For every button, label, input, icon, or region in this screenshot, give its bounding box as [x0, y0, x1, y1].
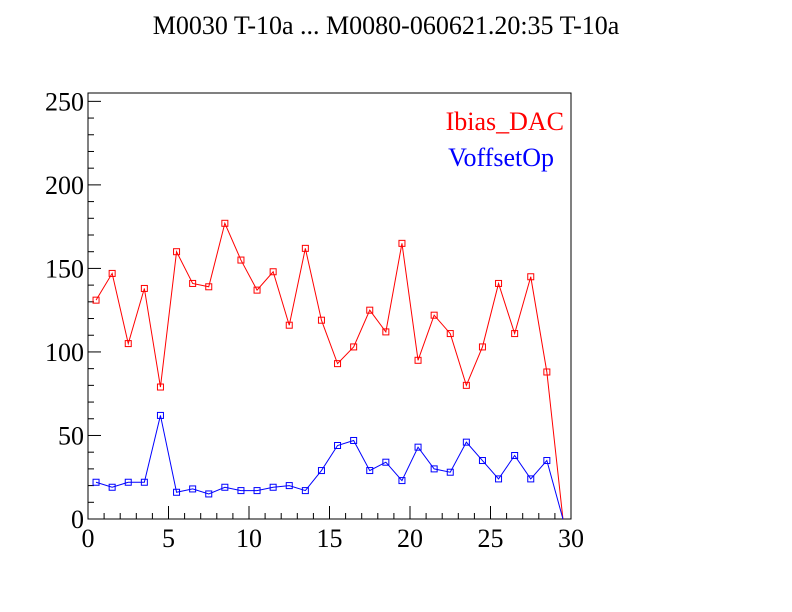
data-point-voffsetop [173, 488, 181, 496]
data-point-ibias-dac [205, 283, 213, 291]
data-point-voffsetop [221, 483, 229, 491]
data-point-voffsetop [301, 487, 309, 495]
data-point-voffsetop [108, 483, 116, 491]
data-point-ibias-dac [543, 368, 551, 376]
data-point-ibias-dac [382, 328, 390, 336]
data-point-ibias-dac [253, 286, 261, 294]
data-point-voffsetop [237, 487, 245, 495]
data-point-ibias-dac [527, 273, 535, 281]
data-point-voffsetop [511, 452, 519, 460]
data-point-ibias-dac [301, 244, 309, 252]
series-line-ibias-dac [95, 221, 564, 520]
data-point-ibias-dac [317, 316, 325, 324]
y-tick-label: 100 [45, 338, 84, 367]
data-point-voffsetop [189, 485, 197, 493]
data-point-ibias-dac [92, 296, 100, 304]
x-tick-label: 5 [162, 524, 175, 553]
data-point-voffsetop [495, 475, 503, 483]
data-point-voffsetop [317, 467, 325, 475]
legend-entry-voffsetop: VoffsetOp [448, 143, 554, 172]
data-point-voffsetop [478, 457, 486, 465]
data-point-voffsetop [543, 457, 551, 465]
data-point-voffsetop [269, 483, 277, 491]
data-point-voffsetop [382, 458, 390, 466]
x-tick-label: 0 [82, 524, 95, 553]
data-point-voffsetop [205, 490, 213, 498]
data-point-ibias-dac [462, 381, 470, 389]
data-point-voffsetop [430, 465, 438, 473]
x-tick-label: 10 [236, 524, 262, 553]
data-point-ibias-dac [189, 279, 197, 287]
x-tick-label: 25 [478, 524, 504, 553]
data-point-ibias-dac [398, 239, 406, 247]
data-point-ibias-dac [334, 360, 342, 368]
legend-entry-ibias-dac: Ibias_DAC [446, 107, 564, 136]
data-point-ibias-dac [446, 330, 454, 338]
data-point-ibias-dac [366, 306, 374, 314]
data-point-ibias-dac [495, 279, 503, 287]
data-point-voffsetop [334, 441, 342, 449]
legend: Ibias_DAC VoffsetOp [446, 107, 564, 172]
data-point-voffsetop [446, 468, 454, 476]
y-tick-label: 150 [45, 254, 84, 283]
data-point-ibias-dac [124, 340, 132, 348]
data-point-voffsetop [156, 411, 164, 419]
data-point-voffsetop [366, 467, 374, 475]
series-layer [92, 219, 564, 520]
data-point-voffsetop [92, 478, 100, 486]
data-point-ibias-dac [156, 383, 164, 391]
axes: 0 5 10 15 20 25 30 0 50 100 150 200 250 [45, 87, 584, 553]
chart-title: M0030 T-10a ... M0080-060621.20:35 T-10a [153, 11, 620, 40]
data-point-ibias-dac [414, 356, 422, 364]
series-line-voffsetop [95, 415, 564, 520]
data-point-ibias-dac [221, 219, 229, 227]
x-tick-label: 30 [558, 524, 584, 553]
data-point-ibias-dac [108, 269, 116, 277]
y-tick-label: 200 [45, 171, 84, 200]
x-tick-label: 20 [397, 524, 423, 553]
data-point-voffsetop [285, 482, 293, 490]
data-point-ibias-dac [478, 343, 486, 351]
data-point-ibias-dac [173, 248, 181, 256]
data-point-ibias-dac [511, 330, 519, 338]
data-point-ibias-dac [140, 284, 148, 292]
data-point-voffsetop [527, 475, 535, 483]
data-point-ibias-dac [269, 268, 277, 276]
y-tick-label: 250 [45, 87, 84, 116]
data-point-voffsetop [398, 477, 406, 485]
data-point-voffsetop [462, 438, 470, 446]
data-point-voffsetop [350, 436, 358, 444]
data-point-voffsetop [140, 478, 148, 486]
data-point-ibias-dac [285, 321, 293, 329]
data-point-ibias-dac [237, 256, 245, 264]
data-point-voffsetop [414, 443, 422, 451]
y-tick-label: 50 [58, 421, 84, 450]
data-point-ibias-dac [350, 343, 358, 351]
x-tick-label: 15 [317, 524, 343, 553]
y-tick-label: 0 [71, 505, 84, 534]
data-point-voffsetop [253, 487, 261, 495]
data-point-ibias-dac [430, 311, 438, 319]
data-point-voffsetop [124, 478, 132, 486]
